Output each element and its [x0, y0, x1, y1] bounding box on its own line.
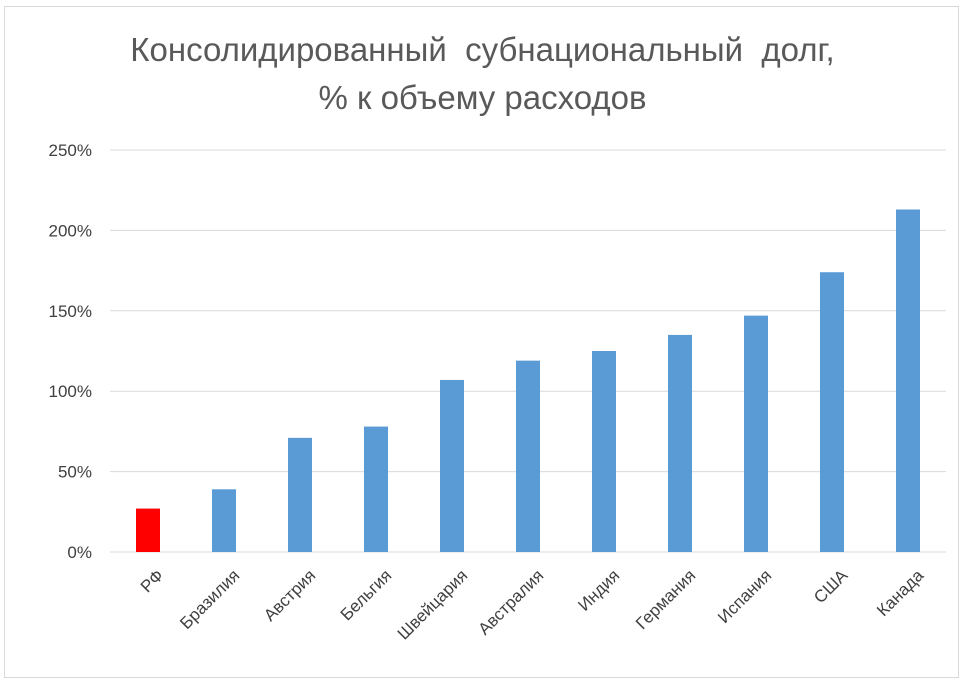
chart-subtitle: % к объему расходов: [318, 79, 647, 116]
x-tick-label: Австралия: [474, 566, 547, 639]
bar: [212, 489, 236, 552]
bar: [516, 360, 540, 552]
x-tick-label: Бразилия: [176, 566, 243, 633]
bar: [744, 315, 768, 552]
chart-title: Консолидированный субнациональный долг,: [130, 31, 835, 68]
bar: [136, 508, 160, 552]
bar: [440, 379, 464, 552]
bar: [592, 351, 616, 552]
y-tick-label: 50%: [58, 463, 92, 482]
chart-frame: [4, 6, 959, 678]
bar: [820, 272, 844, 552]
x-tick-label: Австрия: [260, 566, 319, 625]
y-tick-label: 100%: [49, 382, 92, 401]
bar: [896, 209, 920, 552]
bar: [364, 426, 388, 552]
x-tick-label: РФ: [137, 566, 167, 596]
x-tick-label: Испания: [714, 566, 775, 627]
y-tick-label: 250%: [49, 141, 92, 160]
x-tick-label: Бельгия: [337, 566, 396, 625]
bars: [136, 209, 920, 552]
bar: [668, 334, 692, 552]
x-tick-label: Швейцария: [394, 566, 472, 644]
y-tick-label: 150%: [49, 302, 92, 321]
x-tick-label: Германия: [632, 566, 699, 633]
x-tick-label: США: [810, 565, 852, 607]
bar: [288, 437, 312, 552]
y-tick-label: 0%: [67, 543, 92, 562]
x-tick-label: Индия: [574, 566, 623, 615]
y-axis-ticks: 0% 50% 100% 150% 200% 250%: [49, 141, 92, 562]
y-tick-label: 200%: [49, 221, 92, 240]
x-tick-label: Канада: [873, 565, 928, 620]
